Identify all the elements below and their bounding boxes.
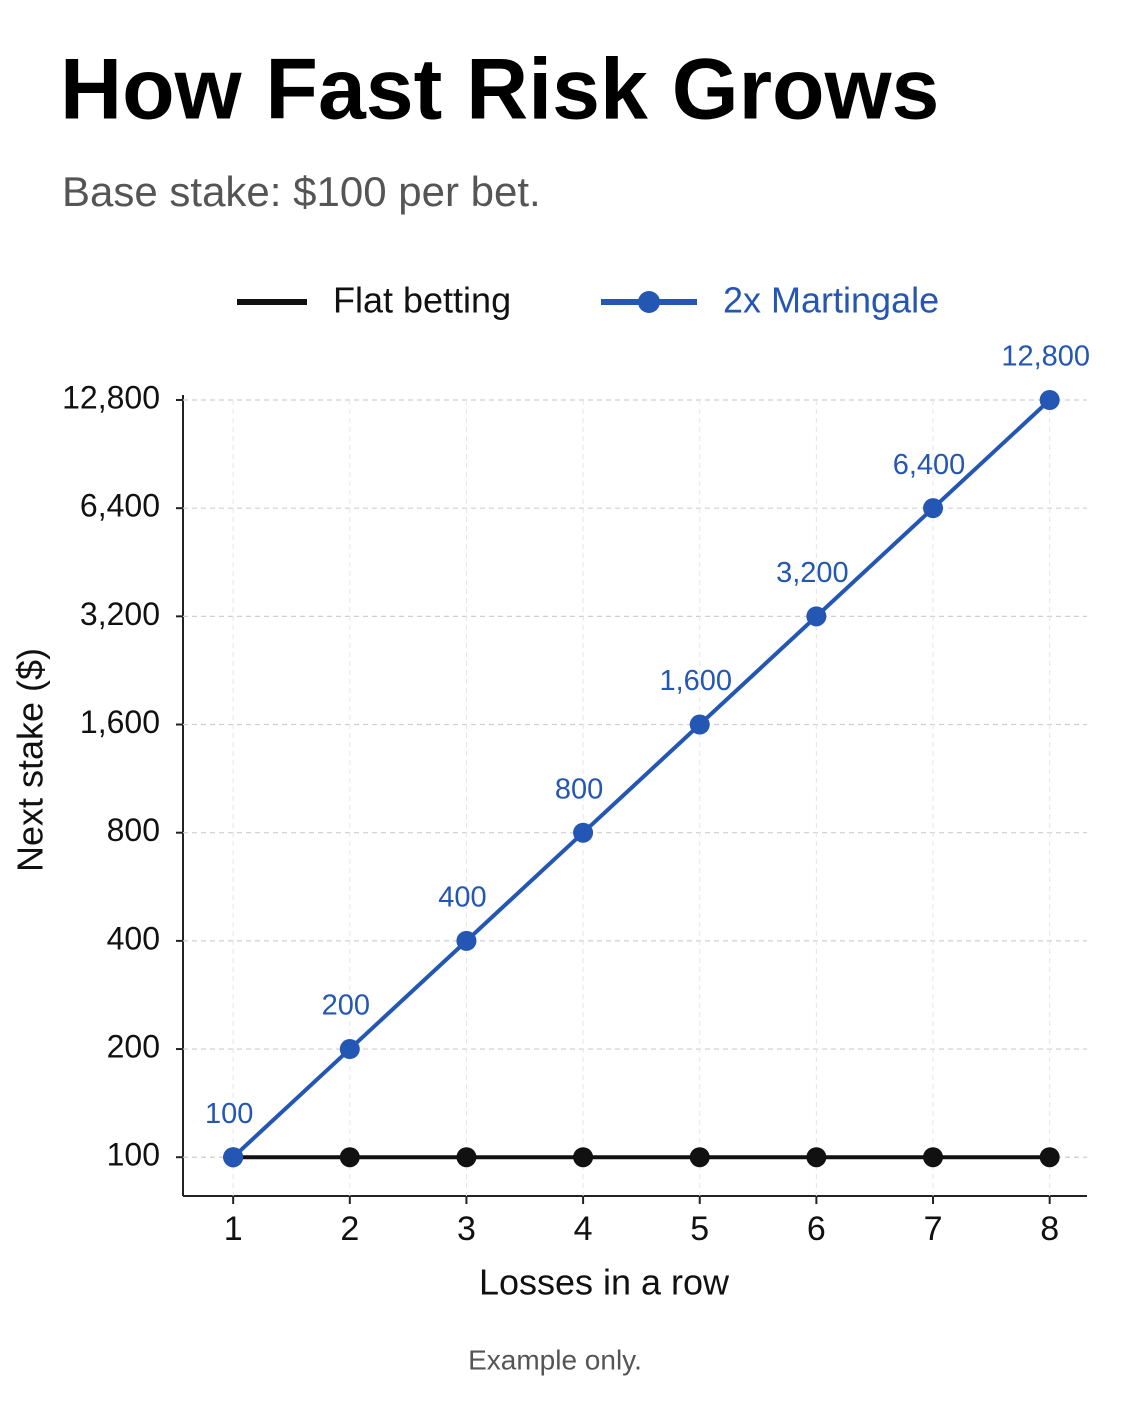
x-tick-label: 1 xyxy=(224,1210,243,1248)
y-tick-label: 800 xyxy=(107,812,160,848)
legend-label: Flat betting xyxy=(333,280,511,321)
legend-label: 2x Martingale xyxy=(723,280,939,321)
x-axis-label: Losses in a row xyxy=(479,1262,730,1303)
data-point xyxy=(689,1147,710,1168)
x-tick-label: 4 xyxy=(574,1210,593,1248)
x-tick-label: 7 xyxy=(924,1210,943,1248)
data-point xyxy=(1039,390,1060,410)
legend-marker xyxy=(638,291,660,313)
data-label: 12,800 xyxy=(1001,341,1090,373)
data-point xyxy=(923,1147,944,1168)
chart-title: How Fast Risk Grows xyxy=(60,42,939,138)
x-tick-label: 2 xyxy=(340,1210,359,1248)
y-tick-label: 3,200 xyxy=(80,596,160,632)
y-tick-label: 400 xyxy=(107,920,160,956)
y-axis-label: Next stake ($) xyxy=(10,648,51,872)
series-line xyxy=(231,398,1052,1159)
chart-subtitle: Base stake: $100 per bet. xyxy=(62,168,541,215)
data-point xyxy=(456,1147,477,1168)
y-tick-label: 200 xyxy=(107,1029,160,1065)
data-point xyxy=(456,930,477,951)
data-point xyxy=(339,1039,360,1060)
data-point xyxy=(689,714,710,735)
data-label: 800 xyxy=(555,773,603,805)
data-point xyxy=(806,606,827,627)
data-label: 3,200 xyxy=(776,557,849,589)
x-tick-label: 8 xyxy=(1040,1210,1059,1248)
data-point xyxy=(806,1147,827,1168)
y-tick-label: 100 xyxy=(107,1137,160,1173)
data-point xyxy=(573,1147,594,1168)
data-point xyxy=(339,1147,360,1168)
footnote: Example only. xyxy=(468,1344,642,1375)
data-point xyxy=(923,498,944,519)
data-label: 6,400 xyxy=(893,449,966,481)
data-point xyxy=(223,1147,244,1168)
data-label: 100 xyxy=(205,1098,253,1130)
y-tick-label: 1,600 xyxy=(80,704,160,740)
data-label: 1,600 xyxy=(659,665,732,697)
data-point xyxy=(1039,1147,1060,1168)
y-tick-label: 12,800 xyxy=(62,379,160,415)
x-tick-label: 5 xyxy=(690,1210,709,1248)
data-point xyxy=(573,822,594,843)
y-tick-label: 6,400 xyxy=(80,488,160,524)
x-tick-label: 6 xyxy=(807,1210,826,1248)
x-tick-label: 3 xyxy=(457,1210,476,1248)
data-label: 200 xyxy=(322,990,370,1022)
data-label: 400 xyxy=(438,882,486,914)
